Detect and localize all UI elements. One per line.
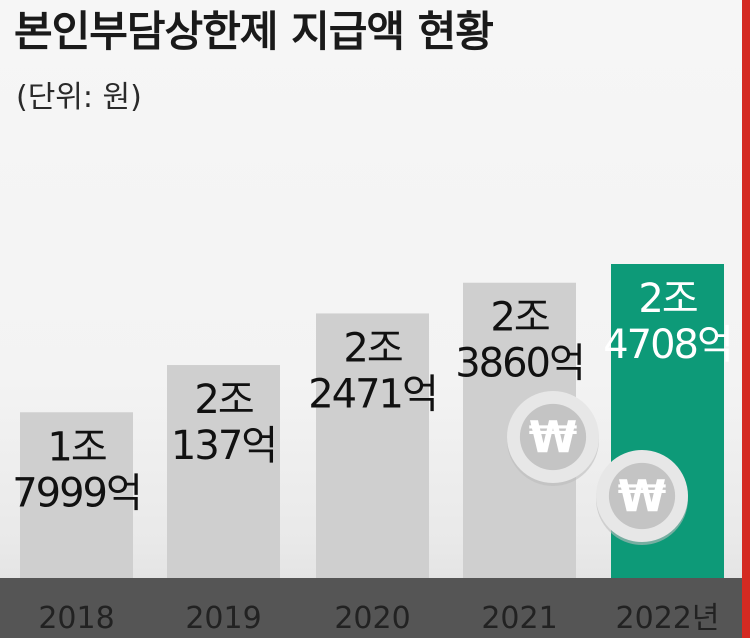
- won-coin-icon-2-symbol: ₩: [618, 471, 667, 522]
- data-label-2018-line1: 1조: [47, 424, 105, 470]
- won-coin-icon-inner: [519, 403, 587, 471]
- x-tick-label-2020: 2020: [334, 601, 410, 636]
- data-label-2019-line1: 2조: [194, 377, 252, 423]
- x-tick-label-2021: 2021: [481, 601, 557, 636]
- data-label-2020-line1: 2조: [343, 325, 401, 371]
- data-label-2022년-line1: 2조: [638, 276, 696, 322]
- data-label-2018-line2: 7999억: [12, 470, 141, 516]
- data-label-2021-line1: 2조: [490, 295, 548, 341]
- x-axis-band: [0, 578, 750, 638]
- bar-2020: [316, 313, 429, 578]
- x-tick-label-2019: 2019: [185, 601, 261, 636]
- x-tick-label-2022년: 2022년: [616, 601, 720, 636]
- chart-unit-label: (단위: 원): [16, 80, 142, 115]
- red-edge-stripe: [742, 0, 750, 638]
- data-label-2022년-line2: 4708억: [603, 322, 732, 368]
- data-label-2021-line2: 3860억: [455, 341, 584, 387]
- bar-2018: [20, 412, 133, 578]
- won-coin-icon-2-inner: [608, 462, 676, 530]
- data-label-2020-line2: 2471억: [308, 371, 437, 417]
- chart-title: 본인부담상한제 지급액 현황: [14, 7, 494, 56]
- x-tick-label-2018: 2018: [38, 601, 114, 636]
- bar-2019: [167, 365, 280, 578]
- won-coin-icon-symbol: ₩: [529, 412, 578, 463]
- data-label-2019-line2: 137억: [171, 423, 276, 469]
